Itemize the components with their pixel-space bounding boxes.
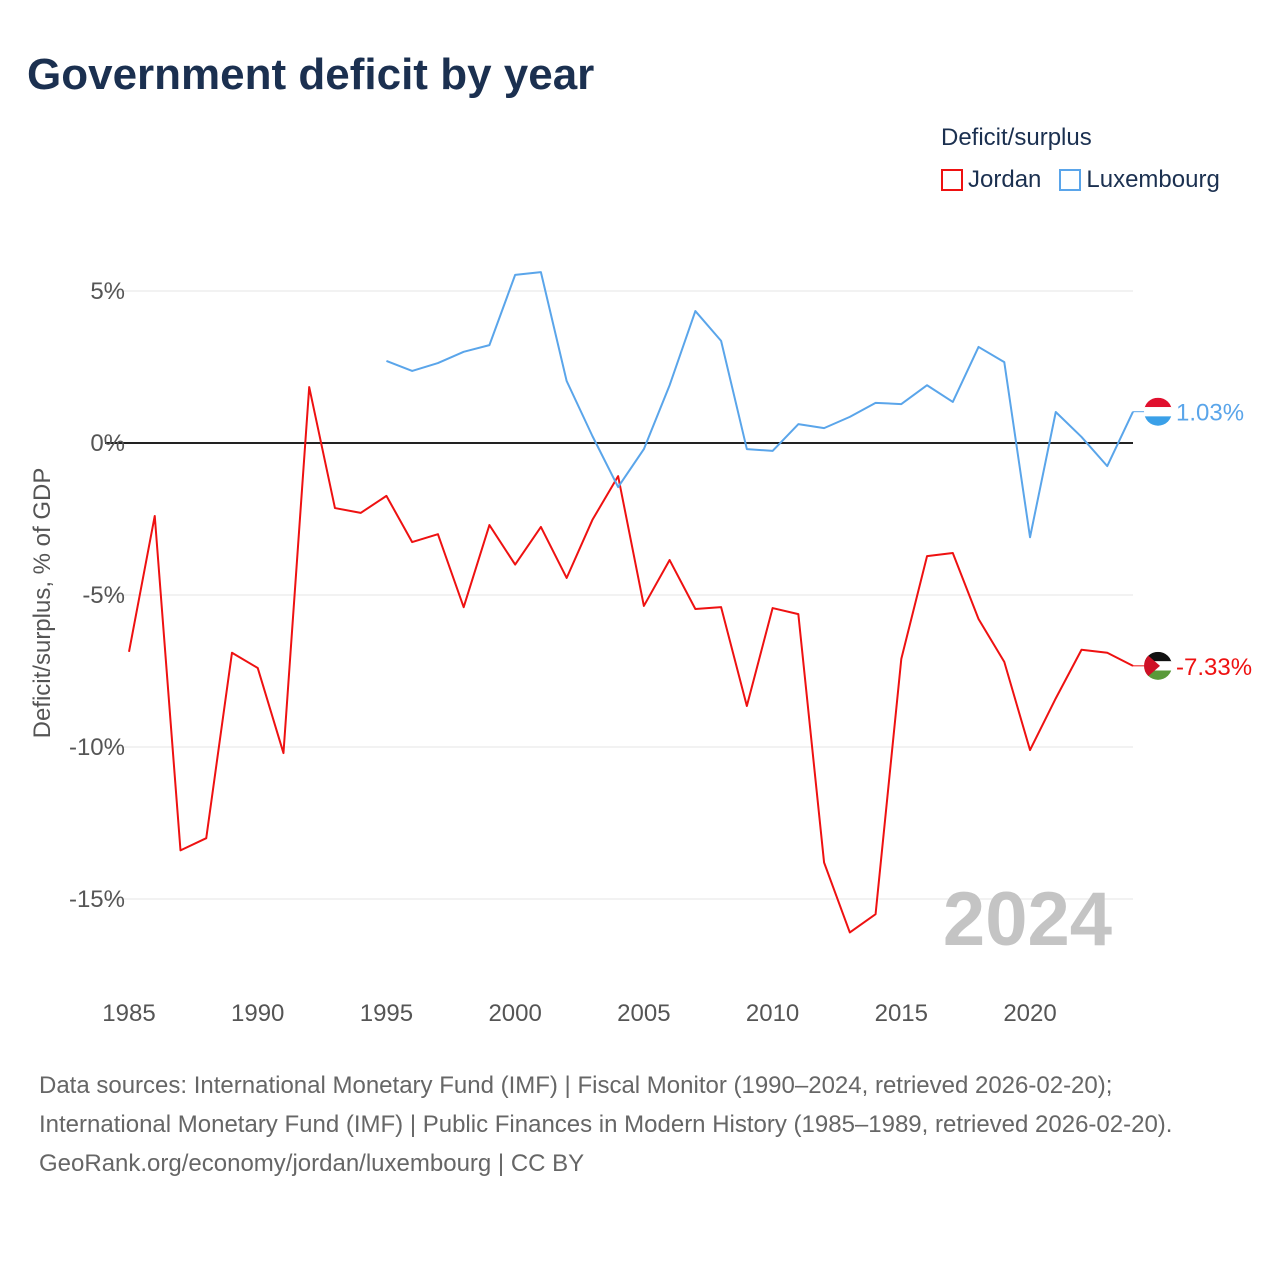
x-tick-label: 2010	[746, 1000, 799, 1027]
y-tick-label: 0%	[90, 430, 125, 457]
flag-stripe	[1144, 397, 1172, 408]
x-tick-label: 1985	[102, 1000, 155, 1027]
year-watermark: 2024	[943, 877, 1112, 962]
flag-luxembourg-icon	[1144, 397, 1172, 426]
flag-stripe	[1144, 407, 1172, 417]
y-axis-label: Deficit/surplus, % of GDP	[29, 468, 56, 739]
legend-item-luxembourg[interactable]: Luxembourg	[1059, 166, 1220, 194]
flag-stripes	[1144, 651, 1172, 680]
y-tick-label: -15%	[69, 886, 125, 913]
credit-link[interactable]: GeoRank.org/economy/jordan/luxembourg | …	[39, 1150, 585, 1177]
legend: Jordan Luxembourg	[941, 166, 1220, 194]
y-tick-label: -5%	[82, 582, 125, 609]
legend-label-jordan: Jordan	[968, 166, 1042, 193]
legend-title: Deficit/surplus	[941, 124, 1092, 151]
x-tick-label: 2005	[617, 1000, 670, 1027]
series-line-jordan	[128, 386, 1134, 934]
flag-jordan-icon	[1144, 651, 1172, 680]
legend-label-luxembourg: Luxembourg	[1086, 166, 1220, 193]
flag-stripes	[1144, 397, 1172, 426]
x-tick-label: 2000	[488, 1000, 541, 1027]
x-tick-label: 2015	[875, 1000, 928, 1027]
end-value-label-jordan: -7.33%	[1176, 654, 1252, 681]
x-tick-label: 1990	[231, 1000, 284, 1027]
legend-swatch-luxembourg	[1059, 169, 1082, 191]
flag-stripe	[1144, 651, 1172, 662]
footer: Data sources: International Monetary Fun…	[39, 1066, 1239, 1183]
chart-title: Government deficit by year	[27, 50, 595, 99]
x-tick-label: 1995	[360, 1000, 413, 1027]
flag-stripe	[1144, 416, 1172, 426]
y-tick-label: 5%	[90, 278, 125, 305]
x-tick-label: 2020	[1003, 1000, 1056, 1027]
y-tick-label: -10%	[69, 734, 125, 761]
series-line-luxembourg	[386, 271, 1134, 539]
data-sources: Data sources: International Monetary Fun…	[39, 1072, 1173, 1138]
legend-item-jordan[interactable]: Jordan	[941, 166, 1041, 194]
flag-stripe	[1144, 670, 1172, 680]
legend-swatch-jordan	[941, 169, 963, 191]
end-value-label-luxembourg: 1.03%	[1176, 400, 1244, 427]
flag-triangle	[1144, 651, 1160, 680]
